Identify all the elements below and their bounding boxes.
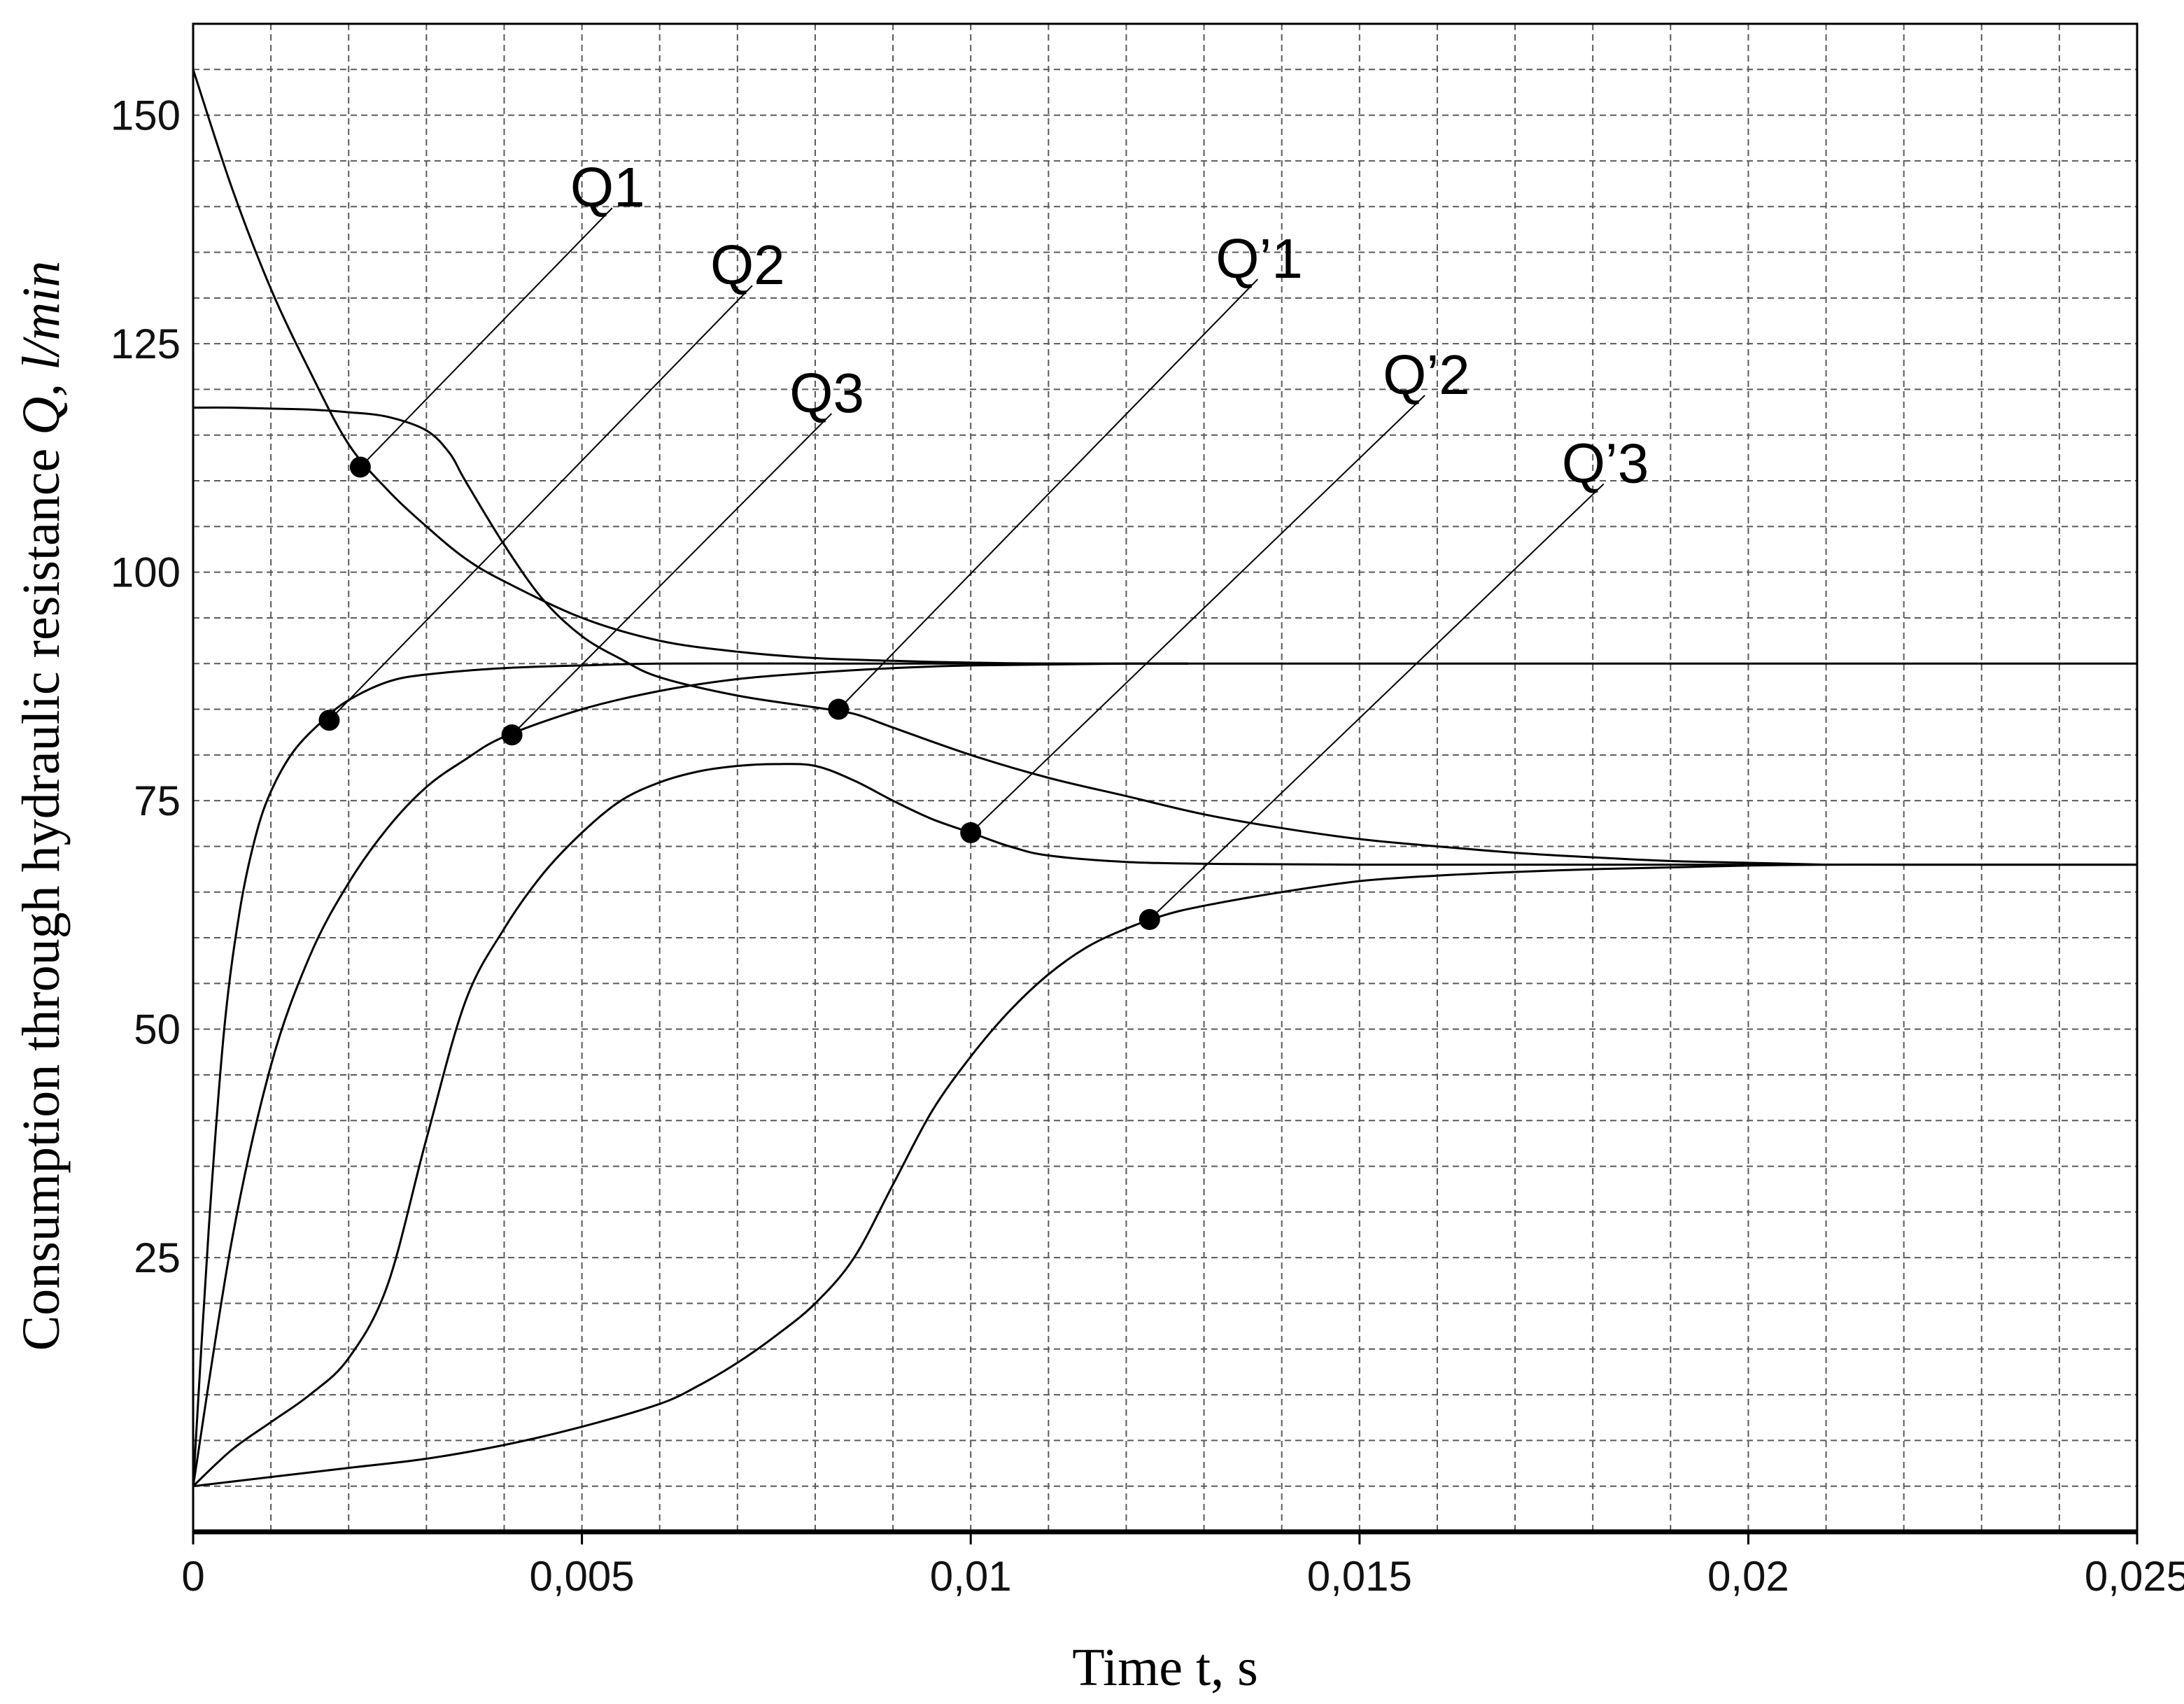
series-label-4: Q’1 xyxy=(1216,227,1303,290)
x-tick-label: 0,02 xyxy=(1707,1553,1789,1600)
y-tick-label: 150 xyxy=(111,92,181,139)
y-axis-title-text: Consumption through hydraulic resistance xyxy=(12,435,71,1351)
series-line-1 xyxy=(192,69,1189,665)
x-axis-ticks: 0 0,005 0,01 0,015 0,02 0,025 xyxy=(181,1532,2184,1600)
series-marker-5 xyxy=(960,822,982,843)
y-tick-label: 100 xyxy=(111,549,181,596)
series-label-3: Q3 xyxy=(789,362,864,424)
x-axis-title: Time t, s xyxy=(1072,1638,1257,1697)
series-line-6 xyxy=(192,864,2137,1488)
series-label-1: Q1 xyxy=(570,156,645,218)
series-marker-4 xyxy=(828,698,850,720)
x-tick-label: 0,015 xyxy=(1307,1553,1412,1600)
y-axis-title: Consumption through hydraulic resistance… xyxy=(12,261,71,1351)
annotation-leader-3 xyxy=(511,413,832,735)
series-marker-2 xyxy=(318,710,340,731)
y-axis-title-symbol: Q, l/min xyxy=(12,261,71,435)
series-label-2: Q2 xyxy=(710,234,785,296)
annotation-leader-1 xyxy=(360,207,613,468)
annotation-leader-5 xyxy=(970,395,1425,833)
annotation-leader-2 xyxy=(328,285,753,721)
series-line-5 xyxy=(192,763,2137,1487)
plot-frame xyxy=(192,22,2139,1535)
series-line-2 xyxy=(192,662,1189,1486)
x-tick-label: 0 xyxy=(181,1553,204,1600)
curves xyxy=(192,69,2137,1488)
series-marker-3 xyxy=(501,724,523,746)
series-label-5: Q’2 xyxy=(1383,344,1470,406)
annotation-leader-4 xyxy=(838,279,1258,710)
x-tick-label: 0,01 xyxy=(930,1553,1012,1600)
annotation-leader-6 xyxy=(1149,483,1605,920)
grid xyxy=(193,24,2137,1532)
y-tick-label: 75 xyxy=(134,777,181,824)
y-axis-ticks: 25 50 75 100 125 150 xyxy=(111,92,181,1282)
plot-border xyxy=(192,22,2139,1533)
series-marker-1 xyxy=(349,456,371,478)
series-line-3 xyxy=(192,662,2137,1486)
y-tick-label: 50 xyxy=(134,1006,181,1053)
x-tick-label: 0,005 xyxy=(530,1553,635,1600)
curve-markers xyxy=(318,456,1160,930)
annotation-leaders xyxy=(328,207,1605,920)
x-tick-label: 0,025 xyxy=(2085,1553,2184,1600)
series-marker-6 xyxy=(1139,908,1160,930)
y-tick-label: 25 xyxy=(134,1234,181,1281)
y-tick-label: 125 xyxy=(111,321,181,367)
series-label-6: Q’3 xyxy=(1562,432,1649,495)
curve-labels: Q1 Q2 Q3 Q’1 Q’2 Q’3 xyxy=(570,156,1649,494)
